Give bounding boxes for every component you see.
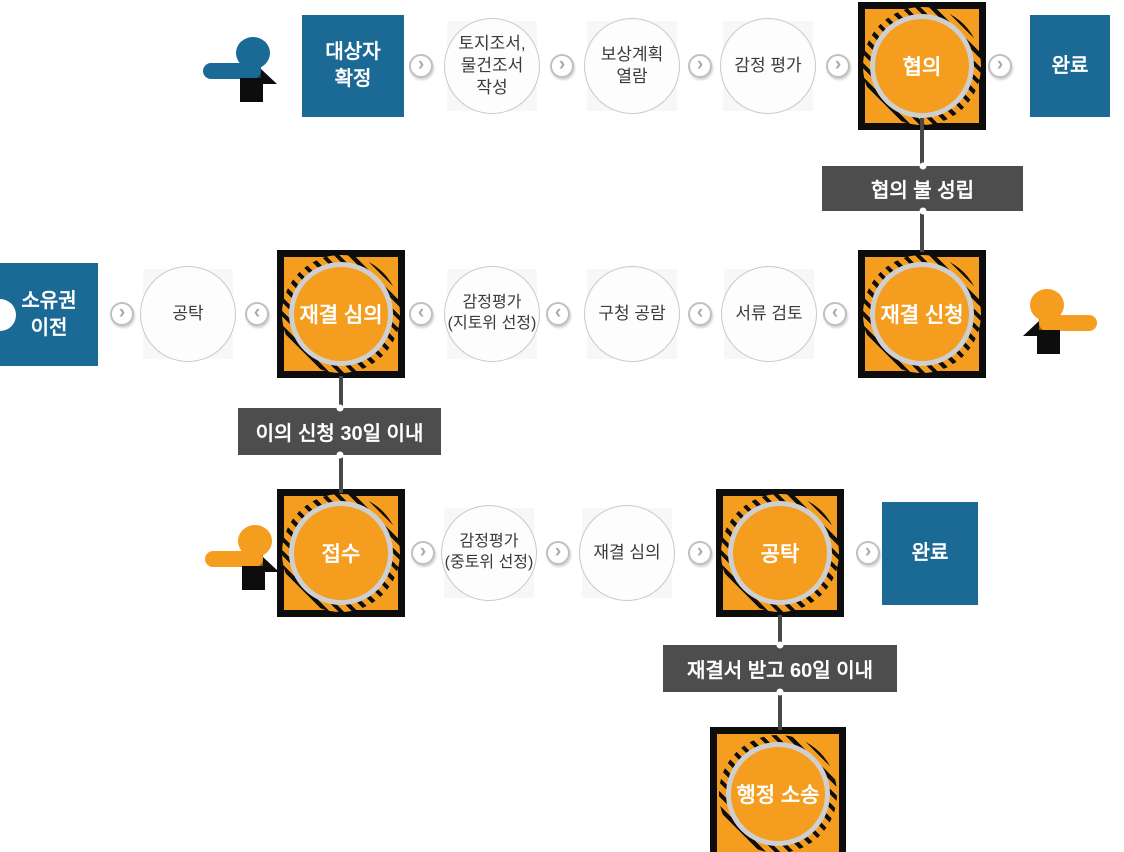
hand-cursor-icon-orange xyxy=(1023,289,1097,354)
row3-milestone-deposit: 공탁 xyxy=(716,489,844,617)
chevron-right-icon: › xyxy=(411,541,435,565)
row1-step-survey: 토지조서, 물건조서 작성 xyxy=(444,18,540,114)
connector-line xyxy=(339,453,343,493)
row1-end-box: 완료 xyxy=(1030,15,1110,117)
chevron-right-icon: › xyxy=(826,54,850,78)
row3-end-box: 완료 xyxy=(882,502,978,605)
connector-line xyxy=(339,376,343,410)
row1-step-appraisal: 감정 평가 xyxy=(720,18,816,114)
step-label: 서류 검토 xyxy=(721,266,817,362)
step-label: 구청 공람 xyxy=(584,266,680,362)
milestone-label: 협의 xyxy=(870,14,974,118)
step-label: 토지조서, 물건조서 작성 xyxy=(444,18,540,114)
chevron-right-icon: › xyxy=(688,54,712,78)
row1-start-box: 대상자 확정 xyxy=(302,15,404,117)
row2-step-appraisal-jitowi: 감정평가 (지토위 선정) xyxy=(444,266,540,362)
row1-milestone-consultation: 협의 xyxy=(858,2,986,130)
row2-step-deposit: 공탁 xyxy=(140,266,236,362)
branch-label-no-agreement: 협의 불 성립 xyxy=(822,166,1023,211)
hand-cursor-icon-blue xyxy=(203,37,277,102)
milestone-label: 행정 소송 xyxy=(726,742,830,846)
chevron-left-icon: ‹ xyxy=(546,302,570,326)
row4-milestone-admin-litigation: 행정 소송 xyxy=(710,727,846,852)
chevron-left-icon: ‹ xyxy=(823,302,847,326)
chevron-right-icon: › xyxy=(688,541,712,565)
row3-step-adjudication-review: 재결 심의 xyxy=(579,505,675,601)
milestone-label: 접수 xyxy=(289,501,393,605)
chevron-left-icon: ‹ xyxy=(409,302,433,326)
milestone-label: 재결 신청 xyxy=(870,262,974,366)
chevron-right-icon: › xyxy=(110,302,134,326)
connector-line xyxy=(778,615,782,649)
branch-label-ruling-60days: 재결서 받고 60일 이내 xyxy=(663,645,897,692)
step-label: 감정평가 (지토위 선정) xyxy=(444,266,540,362)
row2-step-district-office-review: 구청 공람 xyxy=(584,266,680,362)
row2-end-box-ownership-transfer: 소유권 이전 xyxy=(0,263,98,366)
chevron-right-icon: › xyxy=(409,54,433,78)
connector-line xyxy=(778,690,782,730)
row2-step-document-review: 서류 검토 xyxy=(721,266,817,362)
row3-step-appraisal-jungtowi: 감정평가 (중토위 선정) xyxy=(441,505,537,601)
chevron-left-icon: ‹ xyxy=(245,302,269,326)
step-label: 재결 심의 xyxy=(579,505,675,601)
row1-step-plan-view: 보상계획 열람 xyxy=(584,18,680,114)
chevron-right-icon: › xyxy=(988,54,1012,78)
milestone-label: 공탁 xyxy=(728,501,832,605)
chevron-right-icon: › xyxy=(856,541,880,565)
row2-milestone-adjudication-review: 재결 심의 xyxy=(277,250,405,378)
step-label: 공탁 xyxy=(140,266,236,362)
chevron-left-icon: ‹ xyxy=(688,302,712,326)
milestone-label: 재결 심의 xyxy=(289,262,393,366)
step-label: 감정평가 (중토위 선정) xyxy=(441,505,537,601)
step-label: 감정 평가 xyxy=(720,18,816,114)
chevron-right-icon: › xyxy=(546,541,570,565)
row3-milestone-receipt: 접수 xyxy=(277,489,405,617)
chevron-right-icon: › xyxy=(550,54,574,78)
hand-cursor-icon-orange xyxy=(205,525,279,590)
branch-label-objection-30days: 이의 신청 30일 이내 xyxy=(238,408,441,455)
connector-line xyxy=(920,209,924,252)
connector-line xyxy=(920,118,924,168)
row2-milestone-adjudication-request: 재결 신청 xyxy=(858,250,986,378)
step-label: 보상계획 열람 xyxy=(584,18,680,114)
